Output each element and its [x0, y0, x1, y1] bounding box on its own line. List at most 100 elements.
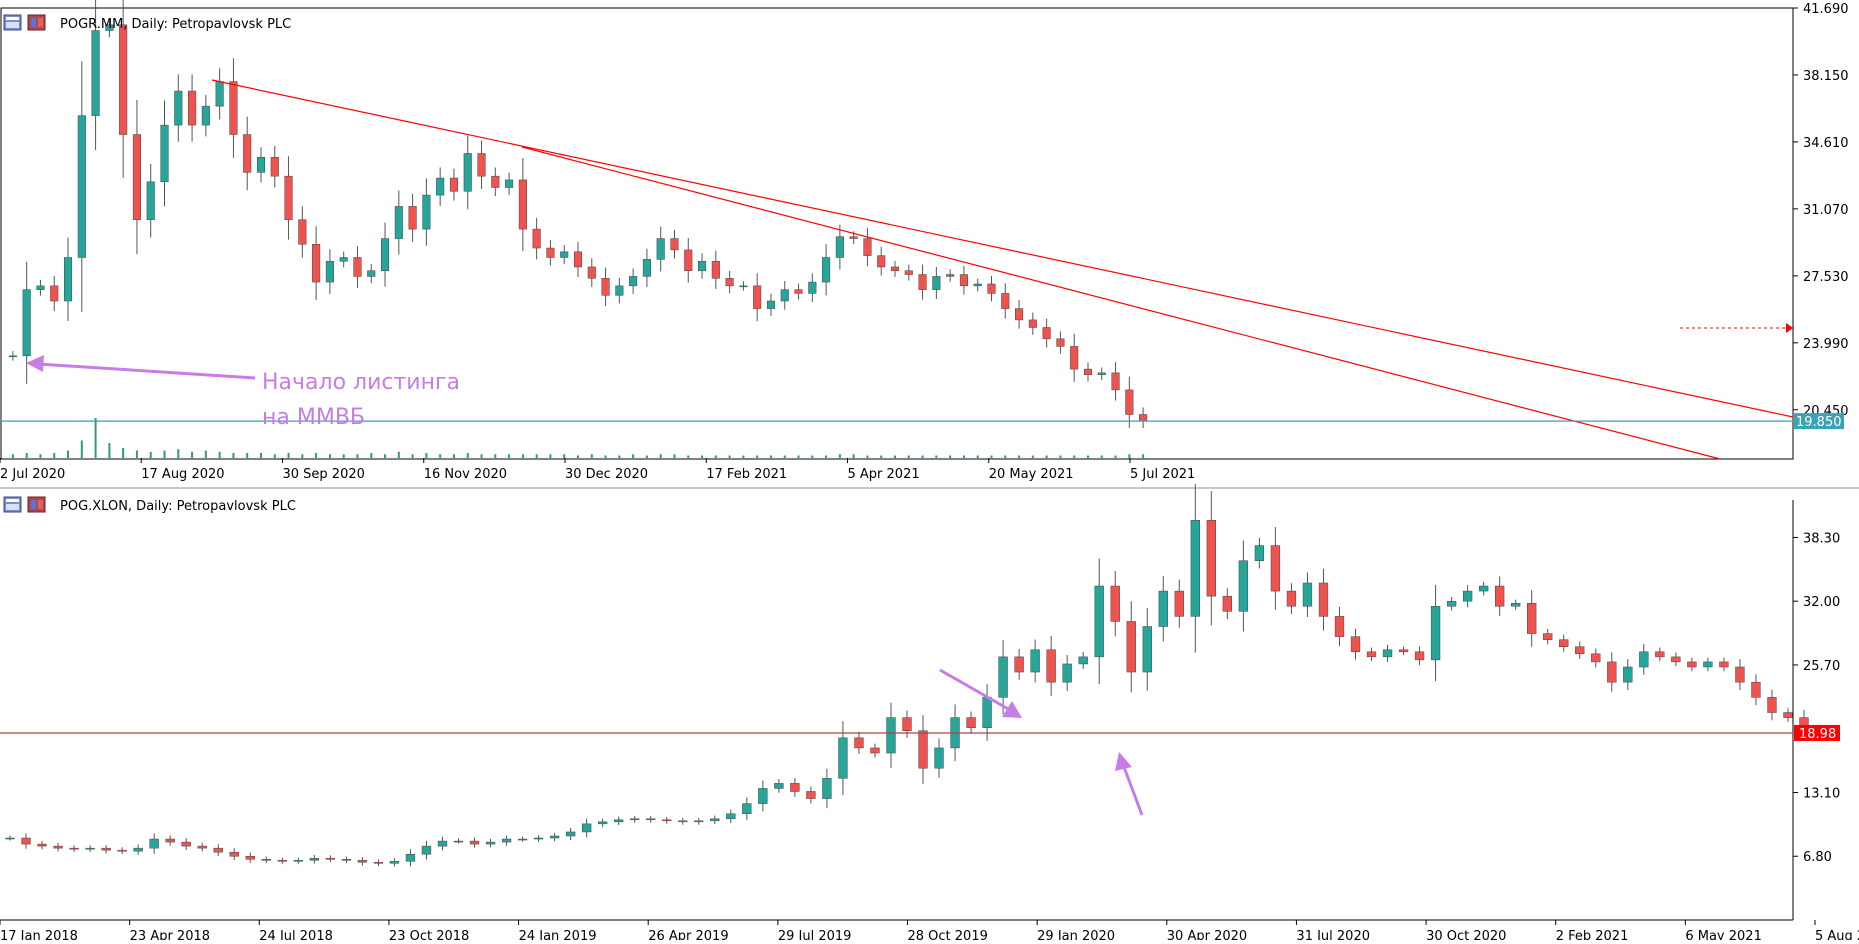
x-tick-label: 29 Jan 2020 — [1037, 929, 1115, 940]
volume-bar — [108, 443, 111, 458]
volume-bar — [535, 454, 538, 458]
y-tick-label: 13.10 — [1803, 786, 1840, 801]
y-tick-label: 27.530 — [1803, 270, 1849, 285]
y-tick-label: 31.070 — [1803, 203, 1849, 218]
y-tick-label: 25.70 — [1803, 659, 1840, 674]
top-y-axis: 41.69038.15034.61031.07027.53023.99020.4… — [1793, 2, 1849, 419]
candle-body — [463, 153, 472, 192]
volume-bar — [962, 455, 965, 458]
candle-body — [902, 717, 912, 731]
x-tick-label: 30 Sep 2020 — [283, 467, 365, 482]
volume-bar — [67, 450, 70, 458]
candle-body — [710, 818, 720, 822]
trendline-upper[interactable] — [211, 79, 1794, 418]
volume-bar — [315, 453, 318, 458]
candle-body — [1126, 621, 1136, 673]
candle-body — [646, 818, 656, 821]
x-tick-label: 16 Nov 2020 — [424, 467, 507, 482]
candle-body — [1543, 633, 1553, 640]
candle-body — [790, 783, 800, 792]
candle-body — [1591, 653, 1601, 663]
candle-body — [711, 261, 720, 279]
volume-bar — [301, 454, 304, 458]
candle-body — [1478, 585, 1489, 592]
candle-body — [50, 285, 59, 302]
candle-body — [405, 853, 416, 862]
volume-bar — [742, 455, 745, 458]
candle-body — [298, 219, 307, 245]
candle-body — [284, 175, 293, 220]
y-tick-label: 34.610 — [1803, 136, 1849, 151]
y-tick-label: 41.690 — [1803, 2, 1849, 17]
volume-bar — [1073, 455, 1076, 458]
candle-body — [69, 847, 79, 850]
volume-bar — [701, 455, 704, 458]
volume-bar — [232, 453, 235, 458]
candle-body — [119, 24, 128, 135]
volume-bar — [563, 454, 566, 458]
candle-body — [1206, 519, 1216, 597]
volume-bar — [521, 454, 524, 458]
volume-bar — [149, 451, 152, 458]
candle-body — [581, 823, 592, 833]
y-tick-label: 38.30 — [1803, 531, 1840, 546]
candle-body — [1430, 606, 1441, 661]
candle-body — [270, 156, 279, 177]
candle-body — [684, 249, 693, 271]
trendline-lower[interactable] — [521, 146, 1721, 460]
volume-bar — [990, 455, 993, 458]
candle-body — [698, 261, 707, 271]
candle-body — [1302, 582, 1313, 607]
candle-body — [886, 717, 896, 754]
candle-body — [243, 134, 252, 173]
x-tick-label: 17 Feb 2021 — [706, 467, 787, 482]
candle-body — [215, 81, 224, 107]
volume-bar — [618, 455, 621, 458]
x-tick-label: 30 Dec 2020 — [565, 467, 648, 482]
candle-body — [197, 845, 207, 849]
candle-body — [1111, 372, 1120, 391]
candle-body — [1042, 327, 1051, 340]
volume-bar — [122, 448, 125, 458]
candle-body — [982, 697, 992, 728]
volume-bar — [838, 454, 841, 458]
candle-body — [1286, 590, 1297, 607]
candle-body — [1028, 319, 1037, 328]
breakout-arrow-1 — [939, 668, 1022, 718]
candle-body — [1495, 585, 1505, 607]
top-x-axis: 2 Jul 2020 17 Aug 2020 30 Sep 2020 16 Nov 2… — [0, 458, 1195, 482]
candle-body — [201, 105, 210, 126]
candle-body — [1046, 649, 1056, 683]
candle-body — [546, 247, 555, 258]
candle-body — [1190, 519, 1200, 617]
x-tick-label: 28 Oct 2019 — [908, 929, 988, 940]
candle-body — [477, 153, 486, 177]
volume-bar — [811, 455, 814, 458]
candle-body — [1334, 616, 1345, 637]
candle-body — [670, 238, 679, 251]
top-window-icon[interactable] — [3, 14, 46, 31]
volume-bar — [452, 454, 455, 458]
candle-body — [1142, 626, 1152, 673]
candle-body — [21, 837, 31, 845]
candle-body — [53, 845, 63, 849]
bottom-window-icon[interactable] — [3, 496, 46, 513]
volume-bar — [1004, 455, 1007, 458]
candle-body — [1751, 681, 1761, 698]
volume-bar — [1059, 455, 1062, 458]
candle-body — [77, 115, 86, 258]
volume-bar — [177, 449, 180, 458]
candle-body — [453, 840, 464, 843]
volume-bar — [769, 455, 772, 458]
candle-body — [1527, 602, 1537, 634]
volume-bar — [1142, 454, 1145, 458]
volume-bar — [204, 450, 207, 458]
candle-body — [966, 717, 976, 728]
candle-body — [1414, 651, 1425, 661]
volume-bar — [1114, 455, 1117, 458]
candle-body — [229, 851, 239, 857]
x-tick-label: 2 Jul 2020 — [0, 467, 65, 482]
candle-body — [890, 266, 900, 271]
x-tick-label: 2 Feb 2021 — [1556, 929, 1629, 940]
candle-body — [373, 862, 384, 864]
